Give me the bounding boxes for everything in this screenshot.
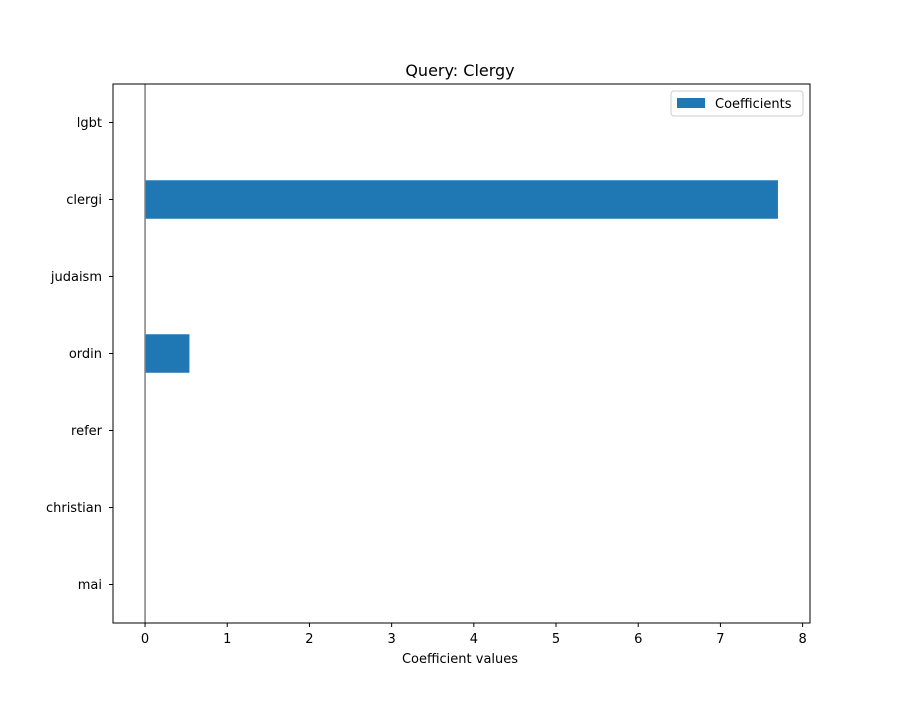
y-tick-label-lgbt: lgbt: [77, 116, 102, 131]
x-axis-label: Coefficient values: [402, 652, 518, 667]
bar-ordin: [145, 334, 190, 373]
x-tick-label-5: 5: [552, 632, 560, 647]
y-tick-label-clergi: clergi: [66, 193, 102, 208]
chart-title: Query: Clergy: [405, 61, 514, 80]
y-tick-label-ordin: ordin: [69, 347, 102, 362]
x-tick-label-2: 2: [305, 632, 313, 647]
axes-frame: [112, 83, 811, 624]
y-tick-label-christian: christian: [46, 501, 102, 516]
legend-label: Coefficients: [715, 97, 792, 112]
legend-box: [670, 90, 804, 117]
legend-swatch: [677, 98, 705, 108]
x-tick-label-6: 6: [634, 632, 642, 647]
legend: Coefficients: [670, 90, 804, 117]
plot-area: lgbt clergi judaism ordin refer christian mai 0…: [46, 84, 807, 647]
x-tick-label-0: 0: [141, 632, 149, 647]
x-tick-label-8: 8: [798, 632, 806, 647]
y-tick-label-refer: refer: [71, 424, 103, 439]
y-tick-label-mai: mai: [78, 578, 102, 593]
x-tick-label-3: 3: [387, 632, 395, 647]
x-tick-label-7: 7: [716, 632, 724, 647]
bar-clergi: [145, 180, 778, 219]
x-tick-label-1: 1: [223, 632, 231, 647]
x-tick-label-4: 4: [470, 632, 478, 647]
y-tick-label-judaism: judaism: [50, 270, 102, 285]
